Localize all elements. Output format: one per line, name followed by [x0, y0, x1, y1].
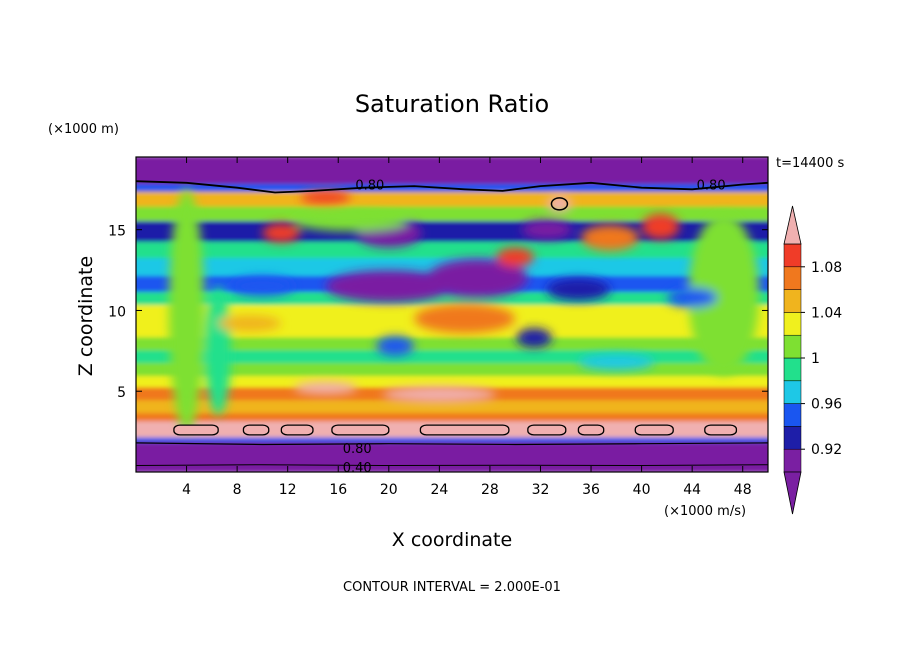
colorbar-label: 1.08 — [811, 260, 842, 276]
x-tick-label: 12 — [279, 482, 297, 498]
field-band — [136, 157, 768, 184]
field-band — [136, 240, 768, 259]
colorbar-segment — [783, 266, 802, 290]
field-blob — [218, 315, 282, 332]
field-blob — [546, 278, 611, 301]
supersaturated-cell — [173, 424, 219, 436]
supersaturated-cell — [280, 424, 314, 436]
field-band — [136, 398, 768, 414]
x-tick-label: 20 — [380, 482, 398, 498]
y-axis-title: Z coordinate — [75, 256, 97, 376]
x-tick-label: 48 — [734, 482, 752, 498]
x-tick-label: 32 — [532, 482, 550, 498]
chart-title: Saturation Ratio — [355, 90, 549, 118]
x-tick-label: 8 — [233, 482, 242, 498]
field-band — [136, 335, 768, 351]
colorbar-segment — [783, 448, 802, 473]
colorbar-under-arrow — [783, 471, 802, 515]
field-blob — [516, 328, 552, 348]
field-blob — [382, 386, 497, 403]
y-tick-label: 10 — [108, 304, 126, 320]
plot-frame — [135, 156, 769, 473]
field-blob — [262, 223, 301, 243]
field-blob — [414, 304, 516, 334]
supersaturated-cell — [242, 424, 270, 436]
field-band — [136, 204, 768, 221]
field-blob — [168, 189, 205, 432]
colorbar-label: 0.96 — [811, 397, 842, 413]
x-unit-label: (×1000 m/s) — [664, 504, 746, 519]
field-band — [136, 189, 768, 207]
x-tick-label: 40 — [633, 482, 651, 498]
field-blob — [294, 211, 408, 232]
contour-line-lower — [136, 464, 768, 467]
field-blob — [666, 287, 718, 308]
colorbar-legend: 0.92 0.96 1 1.04 1.08 — [783, 205, 842, 515]
field-blob — [205, 286, 231, 416]
colorbar-over-arrow — [783, 205, 802, 245]
field-blob — [426, 258, 528, 298]
x-axis: 4 8 12 16 20 24 28 32 36 40 44 48 — [182, 157, 752, 498]
contour-closed — [550, 197, 569, 211]
field-band — [136, 181, 768, 192]
contour-line-lower — [136, 442, 768, 446]
field-band — [136, 290, 768, 305]
supersaturated-cell — [577, 424, 605, 436]
colorbar-segment — [783, 289, 802, 313]
contour-labels: 0.80 0.80 0.80 0.40 — [343, 178, 726, 476]
colorbar-segment — [783, 426, 802, 450]
colorbar-segment — [783, 334, 802, 359]
colorbar-label: 0.92 — [811, 442, 842, 458]
field-blob — [521, 220, 573, 240]
field-blob — [376, 336, 415, 356]
x-tick-label: 4 — [182, 482, 191, 498]
contour-label: 0.80 — [697, 178, 726, 193]
field-band — [136, 411, 768, 422]
field-blob — [578, 354, 655, 371]
x-tick-label: 16 — [329, 482, 347, 498]
supersaturated-cell — [419, 424, 510, 436]
field-blob — [641, 213, 680, 240]
field-band — [136, 374, 768, 388]
field-blob — [688, 213, 760, 376]
supersaturated-cell — [634, 424, 674, 436]
field-blob — [294, 381, 358, 395]
contour-interval-note: CONTOUR INTERVAL = 2.000E-01 — [343, 580, 561, 595]
colorbar-segment — [783, 357, 802, 382]
x-axis-title: X coordinate — [392, 529, 512, 551]
field-blob — [496, 247, 535, 267]
supersaturated-cell — [331, 424, 390, 436]
y-axis: 5 10 15 — [108, 224, 768, 401]
colorbar-label: 1 — [811, 351, 820, 367]
y-tick-label: 5 — [117, 385, 126, 401]
supersaturated-cell — [704, 424, 738, 436]
time-label: t=14400 s — [776, 156, 844, 171]
colorbar-segment — [783, 403, 802, 427]
field-band — [136, 445, 768, 472]
colorbar-segment — [783, 312, 802, 336]
field-blob — [300, 190, 351, 204]
y-unit-label: (×1000 m) — [48, 122, 119, 137]
field-blob — [230, 276, 294, 296]
y-tick-label: 15 — [108, 224, 126, 240]
supersaturated-cell — [527, 424, 567, 436]
contour-label: 0.80 — [355, 178, 384, 193]
contour-line-upper — [136, 180, 768, 194]
x-tick-label: 24 — [430, 482, 448, 498]
colorbar-label: 1.04 — [811, 305, 842, 321]
colorbar-segment — [783, 243, 802, 268]
field-blob — [580, 224, 640, 251]
contour-label: 0.40 — [343, 461, 372, 476]
x-tick-label: 44 — [683, 482, 701, 498]
contour-label: 0.80 — [343, 442, 372, 457]
field-blob — [325, 270, 452, 303]
field-band — [136, 435, 768, 443]
plot-field — [136, 157, 768, 472]
field-band — [136, 219, 768, 242]
x-tick-label: 36 — [582, 482, 600, 498]
colorbar-segment — [783, 380, 802, 404]
x-tick-label: 28 — [481, 482, 499, 498]
